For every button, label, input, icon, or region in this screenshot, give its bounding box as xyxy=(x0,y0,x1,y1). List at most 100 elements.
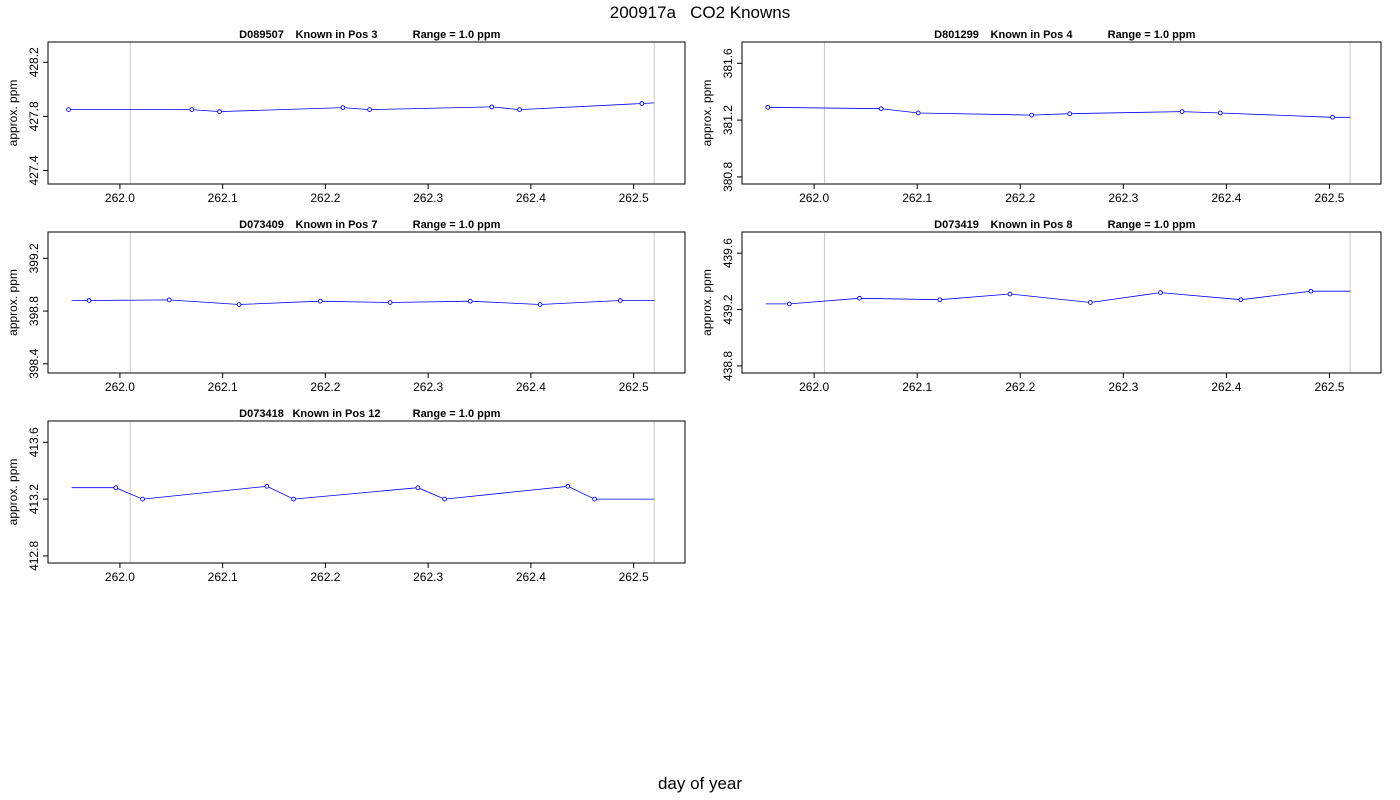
x-tick-label: 262.0 xyxy=(799,191,829,205)
x-tick-label: 262.2 xyxy=(310,570,340,584)
x-tick-label: 262.3 xyxy=(413,570,443,584)
data-point xyxy=(166,297,172,303)
y-tick-label: 381.6 xyxy=(721,48,735,78)
plot-frame xyxy=(741,231,1382,374)
panel-2: D801299 Known in Pos 4 Range = 1.0 ppm 262.… xyxy=(700,29,1382,205)
x-axis-caption: day of year xyxy=(657,774,743,793)
x-tick-label: 262.3 xyxy=(1108,191,1138,205)
data-point xyxy=(442,496,447,502)
data-point xyxy=(1007,291,1013,297)
x-tick-label: 262.4 xyxy=(516,380,546,394)
y-tick-label: 398.4 xyxy=(27,348,41,378)
data-point xyxy=(1330,114,1335,120)
figure-title: 200917a CO2 Knowns xyxy=(609,3,791,22)
data-point xyxy=(787,301,792,307)
data-point xyxy=(189,107,195,112)
data-point xyxy=(317,298,323,304)
panel-title-position: Known in Pos 3 xyxy=(296,29,378,41)
panel-3: D073409 Known in Pos 7 Range = 1.0 ppm 262.… xyxy=(6,219,686,394)
data-point xyxy=(217,109,222,114)
x-tick-label: 262.5 xyxy=(1314,191,1344,205)
x-tick-label: 262.1 xyxy=(208,380,238,394)
x-tick-label: 262.0 xyxy=(799,380,829,394)
x-tick-label: 262.2 xyxy=(1005,380,1035,394)
y-tick-label: 399.2 xyxy=(27,243,41,273)
panel-title-range: Range = 1.0 ppm xyxy=(413,219,501,231)
data-point xyxy=(367,107,372,112)
data-point xyxy=(1238,297,1244,303)
y-axis-label: approx. ppm xyxy=(700,269,714,336)
y-tick-label: 413.2 xyxy=(27,484,41,514)
y-axis-label: approx. ppm xyxy=(6,459,20,526)
data-point xyxy=(857,295,862,301)
x-tick-label: 262.4 xyxy=(1211,380,1241,394)
x-tick-label: 262.0 xyxy=(105,380,135,394)
data-point xyxy=(291,496,296,502)
data-point xyxy=(1088,300,1093,305)
panel-5: D073418 Known in Pos 12 Range = 1.0 ppm 262… xyxy=(6,408,686,584)
data-point xyxy=(1217,110,1223,116)
x-tick-label: 262.0 xyxy=(105,191,135,205)
data-point xyxy=(1158,290,1163,295)
x-tick-label: 262.5 xyxy=(1314,380,1344,394)
panel-title-range: Range = 1.0 ppm xyxy=(1108,29,1196,41)
panel-title-position: Known in Pos 12 xyxy=(292,408,380,420)
data-point xyxy=(66,107,71,112)
x-tick-label: 262.4 xyxy=(516,570,546,584)
x-tick-label: 262.5 xyxy=(619,191,649,205)
data-point xyxy=(467,298,473,304)
y-tick-label: 381.2 xyxy=(721,105,735,135)
data-point xyxy=(1179,109,1185,114)
x-tick-label: 262.0 xyxy=(105,570,135,584)
data-point xyxy=(565,483,571,489)
data-point xyxy=(489,104,495,110)
y-tick-label: 398.8 xyxy=(27,296,41,326)
data-point xyxy=(415,485,421,491)
y-axis-label: approx. ppm xyxy=(6,269,20,336)
data-point xyxy=(878,106,884,112)
series-line xyxy=(71,299,655,305)
panel-title-id: D089507 xyxy=(239,29,284,41)
panel-title-position: Known in Pos 7 xyxy=(296,219,378,231)
y-tick-label: 439.6 xyxy=(721,238,735,268)
x-tick-label: 262.1 xyxy=(902,380,932,394)
panel-title-id: D801299 xyxy=(934,29,979,41)
panel-title-id: D073418 xyxy=(239,408,284,420)
panel-title-range: Range = 1.0 ppm xyxy=(413,408,501,420)
y-tick-label: 427.8 xyxy=(27,101,41,131)
data-point xyxy=(264,483,270,489)
x-tick-label: 262.3 xyxy=(1108,380,1138,394)
series-line xyxy=(68,102,655,113)
series-line xyxy=(765,290,1351,305)
data-point xyxy=(617,298,623,303)
panel-title-range: Range = 1.0 ppm xyxy=(413,29,501,41)
data-point xyxy=(937,297,943,303)
x-tick-label: 262.5 xyxy=(619,380,649,394)
x-tick-label: 262.2 xyxy=(310,191,340,205)
x-tick-label: 262.3 xyxy=(413,191,443,205)
plot-frame xyxy=(47,231,686,374)
y-axis-label: approx. ppm xyxy=(700,80,714,147)
panel-title-range: Range = 1.0 ppm xyxy=(1108,219,1196,231)
panel-1: D089507 Known in Pos 3 Range = 1.0 ppm 262.… xyxy=(6,29,686,205)
data-point xyxy=(517,107,522,112)
series-line xyxy=(765,106,1351,118)
data-point xyxy=(113,485,119,491)
data-point xyxy=(639,101,645,106)
plot-frame xyxy=(47,420,686,564)
x-tick-label: 262.5 xyxy=(619,570,649,584)
data-point xyxy=(537,302,543,307)
y-tick-label: 427.4 xyxy=(27,155,41,185)
data-point xyxy=(236,302,242,307)
data-point xyxy=(340,105,346,110)
data-point xyxy=(1308,288,1314,294)
y-tick-label: 380.8 xyxy=(721,162,735,192)
data-point xyxy=(765,104,771,110)
y-tick-label: 439.2 xyxy=(721,294,735,324)
panel-title-id: D073419 xyxy=(934,219,979,231)
x-tick-label: 262.2 xyxy=(310,380,340,394)
y-tick-label: 428.2 xyxy=(27,47,41,77)
plot-frame xyxy=(47,41,686,185)
